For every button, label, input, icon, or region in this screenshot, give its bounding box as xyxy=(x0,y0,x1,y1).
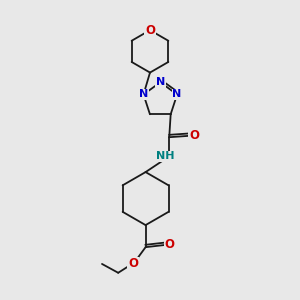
Text: O: O xyxy=(145,24,155,37)
Text: O: O xyxy=(189,129,199,142)
Text: O: O xyxy=(128,257,138,271)
Text: O: O xyxy=(165,238,175,251)
Text: N: N xyxy=(172,89,182,100)
Text: NH: NH xyxy=(156,151,175,161)
Text: N: N xyxy=(139,89,148,100)
Text: N: N xyxy=(156,77,165,87)
